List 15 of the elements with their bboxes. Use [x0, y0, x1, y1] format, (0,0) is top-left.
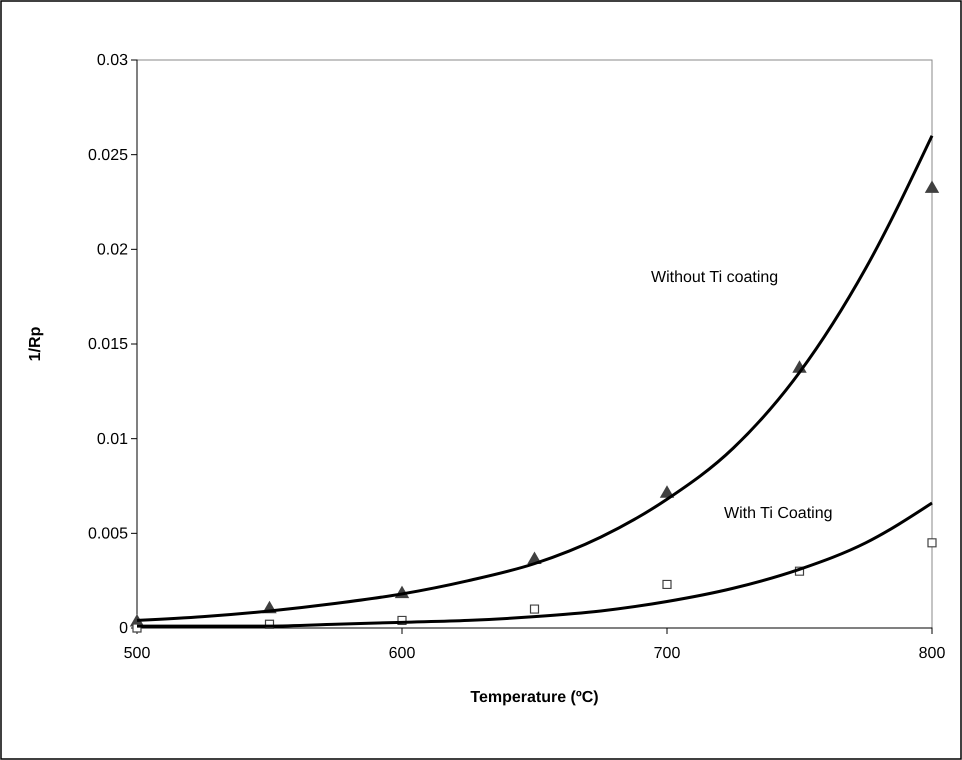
y-tick-label: 0.02 — [96, 241, 128, 258]
y-tick-label: 0.015 — [88, 336, 128, 354]
y-tick-label: 0.005 — [88, 525, 128, 542]
x-axis-title: Temperature (ºC) — [470, 689, 599, 706]
y-tick-label: 0 — [119, 620, 128, 638]
y-tick-label: 0.03 — [96, 52, 128, 70]
y-axis-title: 1/Rp — [27, 326, 44, 362]
y-tick-label: 0.025 — [88, 146, 128, 164]
y-tick-label: 0.01 — [96, 430, 128, 448]
x-tick-label: 600 — [388, 644, 416, 662]
x-tick-label: 500 — [124, 644, 150, 662]
annotation: With Ti Coating — [724, 505, 832, 522]
x-tick-label: 700 — [654, 644, 680, 662]
annotation: Without Ti coating — [651, 269, 778, 286]
x-tick-label: 800 — [918, 644, 946, 662]
